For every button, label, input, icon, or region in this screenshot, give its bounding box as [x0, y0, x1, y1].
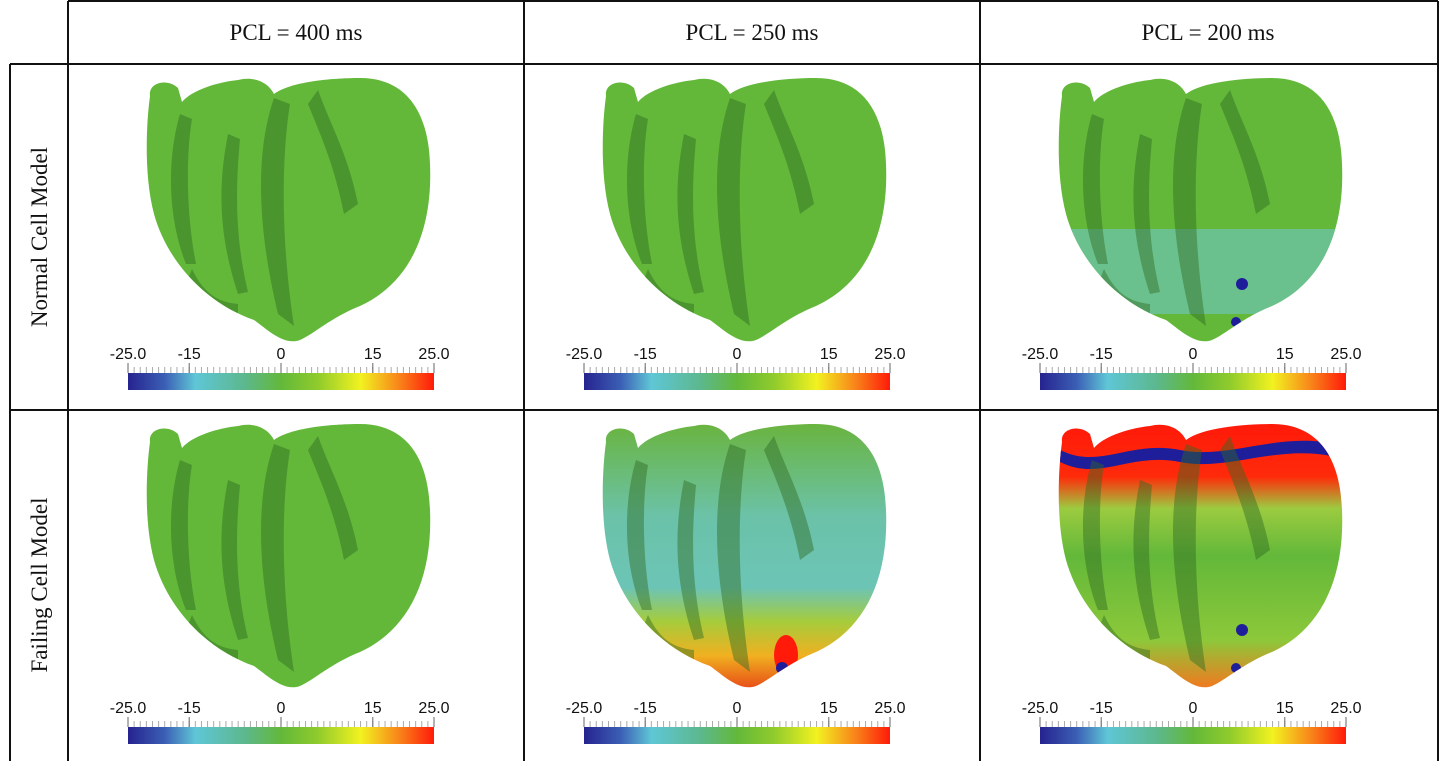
colorbar-tick-label: 15: [1276, 700, 1294, 717]
column-header: PCL = 200 ms: [1142, 20, 1275, 45]
colorbar-tick-label: 25.0: [418, 700, 449, 717]
colorbar-tick-label: -25.0: [110, 346, 147, 363]
colorbar-gradient: [128, 373, 434, 390]
colorbar: -25.0 -15 0 15 25.0: [566, 346, 906, 390]
heart-detail: [170, 78, 358, 326]
colorbar-tick-label: 25.0: [418, 346, 449, 363]
heart-ridge: [626, 114, 652, 264]
field-spot: [1231, 663, 1241, 673]
colorbar-tick-label: 0: [277, 700, 286, 717]
colorbar-tick-label: 15: [820, 346, 838, 363]
column-header: PCL = 400 ms: [230, 20, 363, 45]
colorbar-tick-label: -15: [634, 346, 657, 363]
field-stripe: [1060, 440, 1340, 470]
heart-image: -25.0 -15 0 15 25.0: [1022, 424, 1362, 744]
colorbar-tick-label: -15: [178, 700, 201, 717]
colorbar: -25.0 -15 0 15 25.0: [566, 700, 906, 744]
heart-ridge: [1220, 90, 1270, 214]
heart-ridge: [221, 480, 248, 640]
table-borders: [9, 0, 1439, 761]
colorbar-tick-label: 0: [733, 346, 742, 363]
row-header: Failing Cell Model: [27, 497, 52, 672]
heart-ridge: [308, 436, 358, 560]
colorbar-tick-label: -25.0: [566, 346, 603, 363]
colorbar-tick-label: 25.0: [1330, 346, 1361, 363]
colorbar-tick-label: 25.0: [1330, 700, 1361, 717]
colorbar-tick-label: 15: [364, 700, 382, 717]
colorbar-tick-label: -25.0: [110, 700, 147, 717]
heart-ridge: [188, 615, 238, 660]
heart-ridge: [1133, 480, 1160, 640]
heart-image: -25.0 -15 0 15 25.0: [110, 78, 450, 390]
colorbar-tick-label: -15: [1090, 346, 1113, 363]
colorbar-tick-label: -15: [634, 700, 657, 717]
heart-ridge: [677, 480, 704, 640]
heart-ridge: [1100, 269, 1150, 314]
heart-ridge: [1082, 114, 1108, 264]
colorbar-tick-label: -15: [1090, 700, 1113, 717]
heart-image: -25.0 -15 0 15 25.0: [566, 424, 906, 744]
heart-ridge: [170, 460, 196, 610]
colorbar-gradient: [1040, 373, 1346, 390]
heart-ridge: [170, 114, 196, 264]
colorbar: -25.0 -15 0 15 25.0: [1022, 700, 1362, 744]
column-header: PCL = 250 ms: [686, 20, 819, 45]
heart-ridge: [764, 436, 814, 560]
heart-ridge: [764, 90, 814, 214]
heart-ridge: [261, 444, 294, 672]
heart-ridge: [308, 90, 358, 214]
heart-ridge: [1173, 98, 1206, 326]
heart-ridge: [221, 134, 248, 294]
colorbar-gradient: [584, 727, 890, 744]
heart-ridge: [626, 460, 652, 610]
colorbar-tick-label: 0: [1189, 346, 1198, 363]
heart-ridge: [1082, 460, 1108, 610]
heart-ridge: [717, 444, 750, 672]
colorbar: -25.0 -15 0 15 25.0: [110, 700, 450, 744]
colorbar-tick-label: 25.0: [874, 346, 905, 363]
colorbar-gradient: [128, 727, 434, 744]
heart-image: -25.0 -15 0 15 25.0: [1022, 78, 1362, 390]
heart-ridge: [1220, 436, 1270, 560]
colorbar-tick-label: -15: [178, 346, 201, 363]
heart-ridge: [261, 98, 294, 326]
colorbar-gradient: [1040, 727, 1346, 744]
heart-detail: [170, 424, 358, 672]
field-spot: [1231, 317, 1241, 327]
heart-ridge: [717, 98, 750, 326]
heart-ridge: [1173, 444, 1206, 672]
heart-ridge: [644, 269, 694, 314]
heart-detail: [626, 424, 814, 675]
heart-ridge: [1133, 134, 1160, 294]
colorbar: -25.0 -15 0 15 25.0: [1022, 346, 1362, 390]
colorbar-tick-label: -25.0: [1022, 346, 1059, 363]
colorbar-tick-label: 0: [277, 346, 286, 363]
heart-ridge: [1100, 615, 1150, 660]
heart-ridge: [677, 134, 704, 294]
heart-ridge: [188, 269, 238, 314]
field-spot: [1236, 624, 1248, 636]
colorbar-tick-label: 25.0: [874, 700, 905, 717]
colorbar-gradient: [584, 373, 890, 390]
heart-detail: [1060, 424, 1340, 673]
heart-image: -25.0 -15 0 15 25.0: [566, 78, 906, 390]
colorbar-tick-label: 15: [820, 700, 838, 717]
heart-ridge: [644, 615, 694, 660]
colorbar: -25.0 -15 0 15 25.0: [110, 346, 450, 390]
heart-detail: [626, 78, 814, 326]
heart-image: -25.0 -15 0 15 25.0: [110, 424, 450, 744]
colorbar-tick-label: 0: [733, 700, 742, 717]
colorbar-tick-label: -25.0: [566, 700, 603, 717]
row-header: Normal Cell Model: [27, 147, 52, 327]
colorbar-tick-label: -25.0: [1022, 700, 1059, 717]
field-spot: [776, 662, 788, 674]
colorbar-tick-label: 15: [364, 346, 382, 363]
colorbar-tick-label: 15: [1276, 346, 1294, 363]
colorbar-tick-label: 0: [1189, 700, 1198, 717]
field-spot: [1236, 278, 1248, 290]
